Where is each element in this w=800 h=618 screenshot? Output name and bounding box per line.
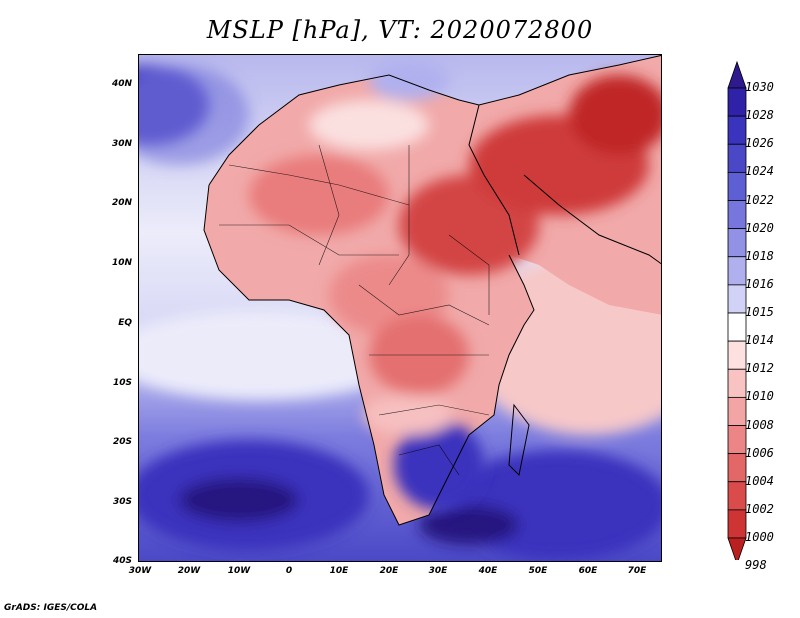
colorbar-swatch xyxy=(727,453,747,483)
credit-text: GrADS: IGES/COLA xyxy=(4,603,98,613)
lat-label-30n: 30N xyxy=(111,139,132,149)
colorbar-bottom-arrow xyxy=(727,537,747,560)
colorbar-label: 1010 xyxy=(745,389,774,404)
colorbar-label: 998 xyxy=(745,558,767,573)
colorbar-label: 1004 xyxy=(745,473,774,488)
colorbar-swatch xyxy=(727,312,747,342)
colorbar-swatch xyxy=(727,425,747,455)
colorbar-swatch xyxy=(727,200,747,230)
lat-label-10s: 10S xyxy=(112,378,132,388)
colorbar-label: 1028 xyxy=(745,108,774,123)
lon-label-0: 0 xyxy=(285,566,293,576)
coastlines xyxy=(203,55,661,526)
colorbar-label: 1012 xyxy=(745,361,774,376)
colorbar-swatch xyxy=(727,284,747,314)
colorbar-label: 1014 xyxy=(745,333,774,348)
lon-label-40e: 40E xyxy=(478,566,498,576)
colorbar-swatch xyxy=(727,256,747,286)
colorbar-swatch xyxy=(727,368,747,398)
lat-label-eq: EQ xyxy=(118,318,132,328)
colorbar-label: 1020 xyxy=(745,220,774,235)
colorbar-label: 1030 xyxy=(745,80,774,94)
lon-label-30e: 30E xyxy=(428,566,448,576)
continent-detail xyxy=(249,60,661,510)
colorbar-label: 1018 xyxy=(745,248,774,263)
colorbar-label: 1002 xyxy=(745,501,774,516)
colorbar-swatch xyxy=(727,171,747,201)
pressure-field xyxy=(139,55,661,561)
lon-label-20e: 20E xyxy=(379,566,399,576)
colorbar-swatch xyxy=(727,143,747,173)
colorbar-label: 1000 xyxy=(745,530,774,544)
pressure-map xyxy=(138,54,662,562)
colorbar xyxy=(727,60,747,560)
colorbar-label: 1016 xyxy=(745,276,774,291)
lat-label-20n: 20N xyxy=(111,198,132,208)
colorbar-swatch xyxy=(727,87,747,117)
lat-label-20s: 20S xyxy=(112,437,132,447)
borders xyxy=(219,144,490,476)
lat-label-40s: 40S xyxy=(112,556,132,566)
lon-label-30w: 30W xyxy=(128,566,152,576)
colorbar-swatch xyxy=(727,481,747,511)
colorbar-label: 1006 xyxy=(745,445,774,460)
colorbar-swatch xyxy=(727,115,747,145)
colorbar-label: 1015 xyxy=(745,305,774,319)
colorbar-swatch xyxy=(727,509,747,539)
colorbar-swatch xyxy=(727,340,747,370)
lon-label-60e: 60E xyxy=(578,566,598,576)
lon-label-50e: 50E xyxy=(528,566,548,576)
lat-label-10n: 10N xyxy=(111,258,132,268)
lon-label-10w: 10W xyxy=(227,566,251,576)
lat-label-30s: 30S xyxy=(112,497,132,507)
colorbar-swatch xyxy=(727,396,747,426)
lon-label-70e: 70E xyxy=(627,566,647,576)
lon-label-20w: 20W xyxy=(177,566,201,576)
map-title: MSLP [hPa], VT: 2020072800 xyxy=(206,16,594,44)
lat-label-40n: 40N xyxy=(111,79,132,89)
colorbar-top-arrow xyxy=(727,60,747,89)
colorbar-swatch xyxy=(727,228,747,258)
colorbar-label: 1024 xyxy=(745,164,774,179)
colorbar-label: 1008 xyxy=(745,417,774,432)
colorbar-label: 1022 xyxy=(745,192,774,207)
colorbar-label: 1026 xyxy=(745,136,774,151)
lon-label-10e: 10E xyxy=(329,566,349,576)
